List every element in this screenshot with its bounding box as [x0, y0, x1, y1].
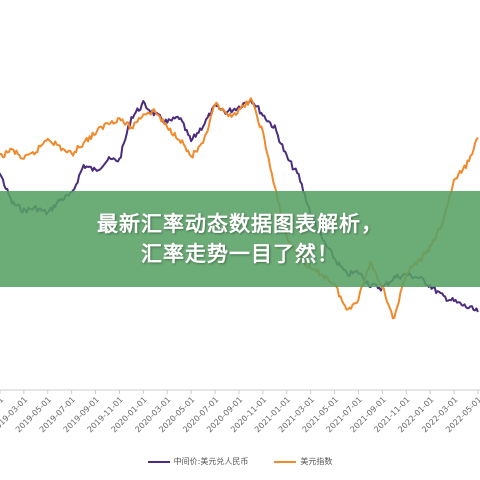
banner-title-line-1: 最新汇率动态数据图表解析， [97, 212, 383, 236]
x-tick-layer: 2018-11-012019-01-012019-03-012019-05-01… [0, 390, 480, 434]
title-banner: 最新汇率动态数据图表解析， 汇率走势一目了然！ [0, 191, 480, 287]
legend-label-cny: 中间价:美元兑人民币 [173, 457, 249, 466]
legend-item-cny: 中间价:美元兑人民币 [147, 456, 249, 467]
chart-legend: 中间价:美元兑人民币 美元指数 [0, 456, 480, 467]
series-line-dxy [0, 97, 479, 320]
legend-swatch-dxy [274, 460, 297, 463]
legend-item-dxy: 美元指数 [274, 456, 332, 467]
legend-swatch-cny [147, 460, 170, 463]
banner-title-line-2: 汇率走势一目了然！ [141, 242, 339, 266]
legend-label-dxy: 美元指数 [300, 457, 333, 466]
